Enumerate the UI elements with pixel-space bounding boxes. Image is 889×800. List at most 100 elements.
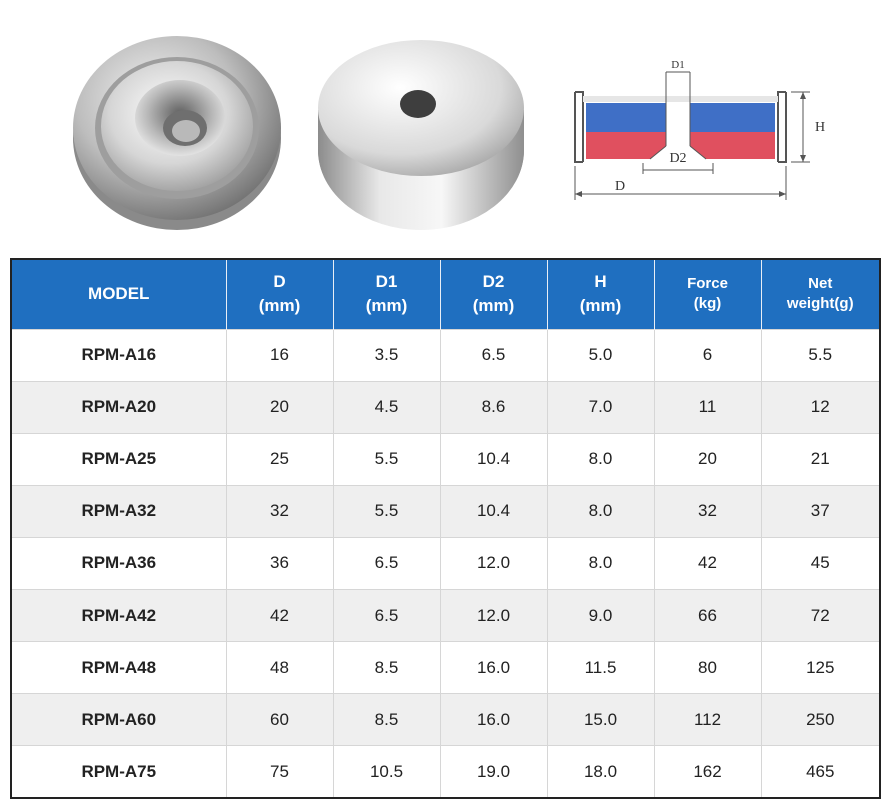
cell-h: 8.0 <box>546 432 655 486</box>
magnet-front-photo <box>73 36 281 230</box>
header-d1: D1 (mm) <box>332 259 441 329</box>
header-force-label: Force <box>687 275 728 292</box>
cell-d: 20 <box>225 380 334 434</box>
blue-pole-left <box>586 103 666 132</box>
cell-weight: 45 <box>760 536 881 591</box>
header-d-unit: (mm) <box>258 296 301 316</box>
cell-d: 25 <box>225 432 334 486</box>
header-force-unit: (kg) <box>693 295 722 313</box>
header-h: H (mm) <box>546 259 655 329</box>
label-d2: D2 <box>669 151 686 166</box>
table-row: RPM-A20 20 4.5 8.6 7.0 11 12 <box>10 380 881 434</box>
header-weight-label: Net <box>808 275 833 292</box>
cell-d2: 10.4 <box>439 484 548 538</box>
magnet-back-photo <box>318 40 524 230</box>
label-d1: D1 <box>671 59 684 71</box>
cell-weight: 5.5 <box>760 328 881 382</box>
cell-d1: 8.5 <box>332 641 441 695</box>
cell-h: 18.0 <box>546 745 655 799</box>
cell-force: 32 <box>653 484 762 538</box>
cell-d: 16 <box>225 328 334 382</box>
product-images: D1 D2 D H <box>0 0 889 252</box>
cell-d1: 10.5 <box>332 745 441 799</box>
red-pole-left <box>586 132 666 159</box>
cell-d2: 8.6 <box>439 380 548 434</box>
cell-force: 66 <box>653 589 762 643</box>
cell-h: 8.0 <box>546 484 655 538</box>
cell-force: 162 <box>653 745 762 799</box>
cell-d: 60 <box>225 693 334 747</box>
table-row: RPM-A42 42 6.5 12.0 9.0 66 72 <box>10 589 881 643</box>
header-d2: D2 (mm) <box>439 259 548 329</box>
cell-model: RPM-A36 <box>10 536 227 591</box>
cell-d2: 16.0 <box>439 641 548 695</box>
table-row: RPM-A32 32 5.5 10.4 8.0 32 37 <box>10 484 881 538</box>
blue-pole-right <box>690 103 775 132</box>
header-d1-unit: (mm) <box>365 296 408 316</box>
cell-d1: 6.5 <box>332 536 441 591</box>
cell-weight: 21 <box>760 432 881 486</box>
label-h: H <box>815 120 825 135</box>
cell-d2: 10.4 <box>439 432 548 486</box>
cell-model: RPM-A32 <box>10 484 227 538</box>
label-d: D <box>615 179 625 194</box>
cell-h: 7.0 <box>546 380 655 434</box>
cell-d: 75 <box>225 745 334 799</box>
cell-model: RPM-A16 <box>10 328 227 382</box>
header-force: Force (kg) <box>653 259 762 329</box>
cell-model: RPM-A25 <box>10 432 227 486</box>
table-row: RPM-A25 25 5.5 10.4 8.0 20 21 <box>10 432 881 486</box>
cell-d1: 5.5 <box>332 432 441 486</box>
cell-d2: 12.0 <box>439 536 548 591</box>
cell-h: 8.0 <box>546 536 655 591</box>
cell-d2: 12.0 <box>439 589 548 643</box>
cell-d2: 16.0 <box>439 693 548 747</box>
header-h-label: H <box>594 271 607 291</box>
cell-d1: 3.5 <box>332 328 441 382</box>
cell-weight: 12 <box>760 380 881 434</box>
header-d2-unit: (mm) <box>472 296 515 316</box>
cell-h: 9.0 <box>546 589 655 643</box>
cell-force: 80 <box>653 641 762 695</box>
table-header-row: MODEL D (mm) D1 (mm) D2 (mm) H (mm) Force (kg… <box>10 259 881 329</box>
cell-weight: 37 <box>760 484 881 538</box>
cell-weight: 250 <box>760 693 881 747</box>
table-row: RPM-A48 48 8.5 16.0 11.5 80 125 <box>10 641 881 695</box>
table-row: RPM-A75 75 10.5 19.0 18.0 162 465 <box>10 745 881 799</box>
cell-d: 36 <box>225 536 334 591</box>
table-row: RPM-A36 36 6.5 12.0 8.0 42 45 <box>10 536 881 591</box>
cell-force: 11 <box>653 380 762 434</box>
cell-model: RPM-A48 <box>10 641 227 695</box>
header-weight-unit: weight(g) <box>786 295 854 313</box>
cell-model: RPM-A20 <box>10 380 227 434</box>
cell-model: RPM-A42 <box>10 589 227 643</box>
cell-h: 11.5 <box>546 641 655 695</box>
cell-weight: 465 <box>760 745 881 799</box>
cell-force: 42 <box>653 536 762 591</box>
table-row: RPM-A16 16 3.5 6.5 5.0 6 5.5 <box>10 328 881 382</box>
table-row: RPM-A60 60 8.5 16.0 15.0 112 250 <box>10 693 881 747</box>
cell-d1: 4.5 <box>332 380 441 434</box>
header-d: D (mm) <box>225 259 334 329</box>
cell-weight: 125 <box>760 641 881 695</box>
header-model: MODEL <box>10 259 227 329</box>
header-weight: Net weight(g) <box>760 259 881 329</box>
header-d-label: D <box>273 271 286 291</box>
cell-weight: 72 <box>760 589 881 643</box>
cell-d1: 8.5 <box>332 693 441 747</box>
cell-d1: 5.5 <box>332 484 441 538</box>
cell-force: 6 <box>653 328 762 382</box>
cell-d: 48 <box>225 641 334 695</box>
cell-d2: 6.5 <box>439 328 548 382</box>
header-h-unit: (mm) <box>579 296 622 316</box>
header-d2-label: D2 <box>482 271 505 291</box>
cell-model: RPM-A60 <box>10 693 227 747</box>
cross-section-diagram: D1 D2 D H <box>574 59 825 200</box>
cell-d1: 6.5 <box>332 589 441 643</box>
cell-model: RPM-A75 <box>10 745 227 799</box>
cell-force: 112 <box>653 693 762 747</box>
cell-d: 42 <box>225 589 334 643</box>
cell-force: 20 <box>653 432 762 486</box>
spec-table: MODEL D (mm) D1 (mm) D2 (mm) H (mm) Force (kg… <box>10 258 881 799</box>
cell-h: 5.0 <box>546 328 655 382</box>
